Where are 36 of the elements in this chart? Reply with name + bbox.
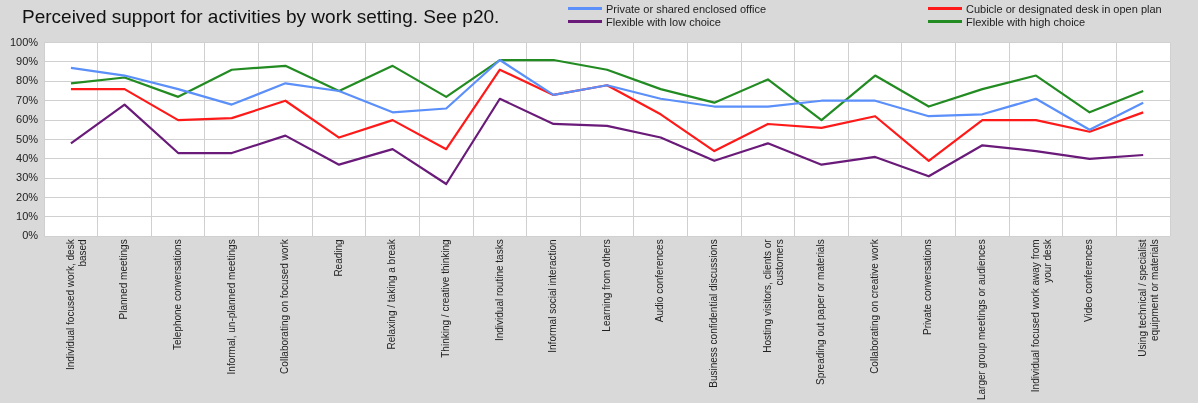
y-tick-label: 30%	[16, 171, 39, 184]
y-tick-label: 50%	[16, 132, 39, 145]
y-tick-label: 60%	[16, 113, 39, 126]
x-tick-label: Informal social interaction	[547, 239, 559, 353]
y-tick-label: 70%	[16, 93, 39, 106]
x-tick-label: Business confidential discussions	[708, 239, 720, 388]
x-tick-label: Reading	[332, 239, 344, 277]
x-tick-label: Planned meetings	[118, 239, 130, 320]
x-tick-label: Larger group meetings or audiences	[976, 239, 988, 400]
x-tick-label: Informal, un-planned meetings	[225, 239, 237, 375]
x-tick-label: Spreading out paper or materials	[815, 239, 827, 385]
x-tick-label: Collaborating on focused work	[279, 238, 291, 374]
y-tick-label: 0%	[22, 229, 39, 242]
x-tick-label: Individual routine tasks	[493, 239, 505, 342]
legend-label: Cubicle or designated desk in open plan	[966, 2, 1162, 15]
legend-label: Flexible with low choice	[606, 15, 721, 28]
y-tick-label: 90%	[16, 55, 39, 68]
x-tick-label: Relaxing / taking a break	[386, 238, 398, 350]
x-tick-label: Hosting visitors, clients or customers	[761, 238, 785, 353]
x-tick-label: Audio conferences	[654, 239, 666, 323]
chart-title: Perceived support for activities by work setting. See p20.	[22, 6, 500, 28]
x-tick-label: Video conferences	[1083, 239, 1095, 322]
x-tick-label: Telephone conversations	[171, 239, 183, 350]
y-tick-label: 40%	[16, 151, 39, 164]
legend-label: Private or shared enclosed office	[606, 2, 766, 15]
legend-label: Flexible with high choice	[966, 15, 1086, 28]
x-tick-label: Individual focused work, desk based	[64, 238, 88, 370]
y-tick-label: 10%	[16, 210, 39, 222]
x-tick-label: Thinking / creative thinking	[439, 239, 451, 358]
y-tick-label: 100%	[9, 35, 39, 48]
y-tick-label: 80%	[16, 74, 39, 87]
x-tick-label: Individual focused work away from your desk	[1029, 238, 1053, 393]
y-tick-label: 20%	[16, 190, 39, 203]
x-tick-label: Collaborating on creative work	[868, 238, 880, 374]
x-tick-label: Private conversations	[922, 239, 934, 335]
x-tick-label: Learning from others	[600, 239, 612, 332]
